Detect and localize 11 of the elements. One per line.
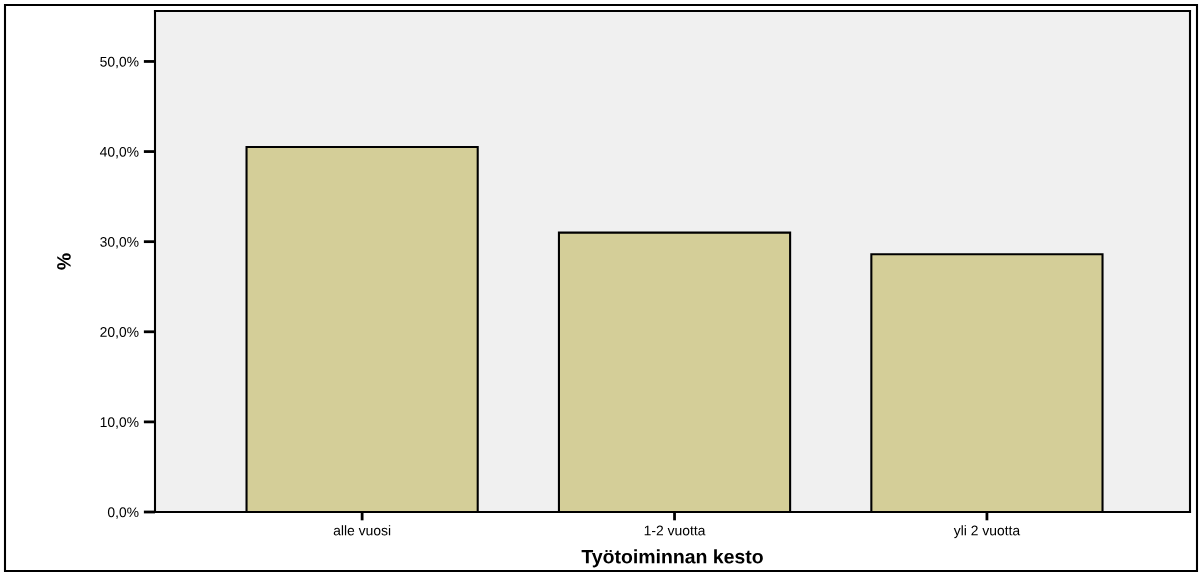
y-tick-label: 40,0%	[99, 146, 139, 159]
y-axis-title: %	[57, 253, 71, 270]
y-tick-label: 30,0%	[100, 237, 139, 249]
x-axis-title: Työtoiminnan kesto	[581, 549, 763, 568]
x-tick-label: alle vuosi	[333, 525, 391, 536]
x-tick-label: 1-2 vuotta	[644, 525, 706, 536]
y-tick-label: 50,0%	[100, 56, 139, 69]
y-tick-label: 10,0%	[100, 417, 139, 429]
y-tick-label: 20,0%	[100, 327, 139, 339]
y-tick-label: 0,0%	[107, 507, 139, 519]
x-tick-label: yli 2 vuotta	[953, 525, 1021, 539]
